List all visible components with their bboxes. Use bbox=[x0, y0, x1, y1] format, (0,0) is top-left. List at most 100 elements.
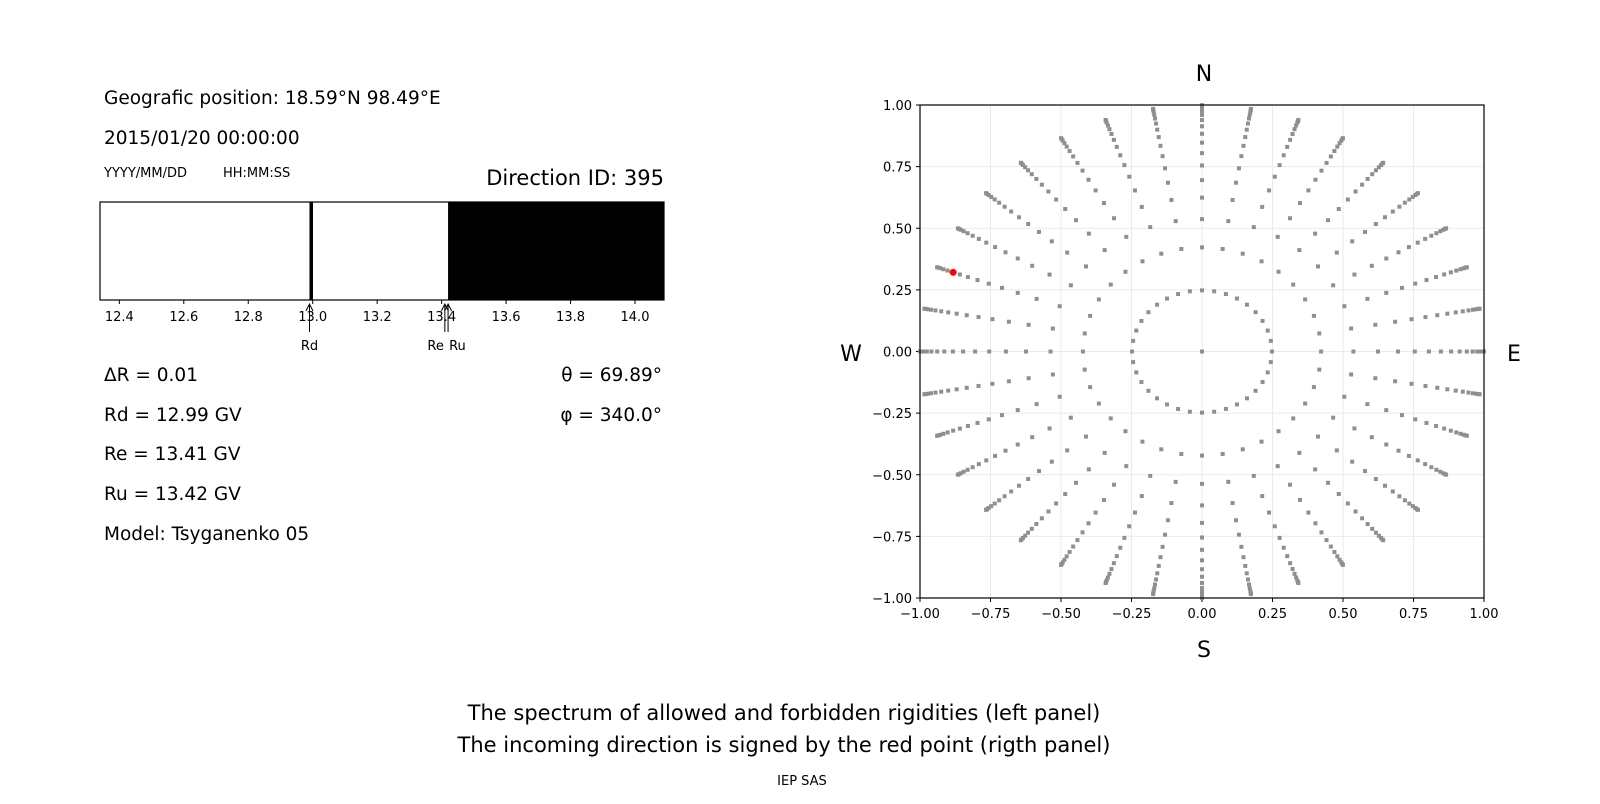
direction-point bbox=[1402, 498, 1407, 503]
direction-point bbox=[1234, 296, 1239, 301]
direction-point bbox=[1434, 275, 1439, 280]
direction-point bbox=[1169, 501, 1174, 506]
y-tick-label: −0.50 bbox=[872, 469, 912, 484]
direction-point bbox=[935, 349, 940, 354]
direction-point bbox=[1062, 141, 1067, 146]
direction-point bbox=[1122, 535, 1127, 540]
direction-point bbox=[1381, 538, 1386, 543]
direction-point bbox=[955, 226, 960, 231]
direction-point bbox=[1080, 349, 1085, 354]
direction-point bbox=[1200, 503, 1204, 508]
direction-point bbox=[1363, 469, 1368, 474]
direction-point bbox=[1148, 225, 1153, 230]
direction-point bbox=[1253, 310, 1258, 315]
direction-point bbox=[1200, 151, 1204, 156]
direction-point bbox=[1288, 216, 1293, 221]
direction-point bbox=[1200, 140, 1204, 145]
direction-point bbox=[1435, 313, 1440, 318]
direction-point bbox=[933, 308, 938, 313]
direction-point bbox=[1453, 310, 1458, 315]
direction-point bbox=[1000, 285, 1005, 290]
direction-point bbox=[1179, 452, 1184, 457]
arrow-head-icon bbox=[305, 302, 314, 312]
direction-point bbox=[938, 432, 943, 437]
direction-point bbox=[1478, 349, 1483, 354]
direction-point bbox=[1429, 465, 1434, 470]
direction-point bbox=[1111, 482, 1116, 487]
direction-point bbox=[1109, 131, 1114, 136]
direction-point bbox=[1015, 290, 1020, 295]
direction-point bbox=[1294, 123, 1299, 128]
x-tick-label: −0.50 bbox=[1041, 607, 1081, 622]
direction-point bbox=[1247, 586, 1252, 591]
direction-point bbox=[957, 272, 962, 277]
direction-point bbox=[1139, 318, 1144, 323]
direction-point bbox=[1034, 522, 1039, 527]
direction-point bbox=[1390, 209, 1395, 214]
direction-point bbox=[1413, 281, 1418, 286]
direction-point bbox=[1415, 458, 1420, 463]
direction-point bbox=[1200, 567, 1204, 572]
direction-point bbox=[1247, 112, 1252, 117]
direction-point bbox=[1454, 268, 1459, 273]
direction-point bbox=[1006, 319, 1011, 324]
direction-point bbox=[1083, 434, 1088, 439]
direction-point bbox=[1240, 447, 1245, 452]
direction-point bbox=[1029, 526, 1034, 531]
footer-line-1: The spectrum of allowed and forbidden ri… bbox=[467, 701, 1101, 725]
x-tick-label: 12.6 bbox=[169, 310, 198, 325]
direction-point bbox=[1159, 251, 1164, 256]
x-tick-label: 13.4 bbox=[427, 310, 456, 325]
direction-point bbox=[1298, 497, 1303, 502]
direction-point bbox=[1351, 349, 1356, 354]
direction-point bbox=[925, 391, 930, 396]
direction-point bbox=[938, 266, 943, 271]
direction-point bbox=[990, 317, 995, 322]
direction-point bbox=[1200, 590, 1204, 595]
direction-point bbox=[935, 265, 940, 270]
direction-point bbox=[1200, 586, 1204, 591]
direction-point bbox=[1003, 250, 1008, 255]
direction-point bbox=[1200, 520, 1204, 525]
direction-point bbox=[945, 430, 950, 435]
direction-point bbox=[1140, 259, 1145, 264]
direction-point bbox=[1423, 462, 1428, 467]
direction-point bbox=[1268, 360, 1273, 365]
forbidden-band bbox=[448, 202, 664, 300]
direction-point bbox=[1442, 272, 1447, 277]
direction-point bbox=[976, 383, 981, 388]
direction-point bbox=[965, 231, 970, 236]
model: Model: Tsyganenko 05 bbox=[104, 524, 309, 545]
direction-point bbox=[1383, 483, 1388, 488]
direction-point bbox=[1259, 439, 1264, 444]
forbidden-band bbox=[309, 202, 313, 300]
direction-point bbox=[1444, 472, 1449, 477]
direction-point bbox=[1246, 116, 1251, 121]
direction-point bbox=[1046, 189, 1051, 194]
direction-point bbox=[1173, 219, 1178, 224]
direction-point bbox=[1065, 250, 1070, 255]
direction-point bbox=[1297, 248, 1302, 253]
direction-point bbox=[1132, 188, 1137, 193]
direction-point bbox=[1376, 349, 1381, 354]
direction-point bbox=[1407, 197, 1412, 202]
direction-point bbox=[1466, 308, 1471, 313]
x-tick-label: 1.00 bbox=[1470, 607, 1499, 622]
direction-point bbox=[1457, 349, 1462, 354]
direction-point bbox=[1352, 272, 1357, 277]
direction-point bbox=[1048, 349, 1053, 354]
datetime: 2015/01/20 00:00:00 bbox=[104, 128, 300, 149]
direction-point bbox=[1114, 554, 1119, 559]
direction-point bbox=[1337, 141, 1342, 146]
direction-point bbox=[1290, 567, 1295, 572]
direction-point bbox=[1332, 149, 1337, 154]
direction-point bbox=[1265, 370, 1270, 375]
direction-point bbox=[1200, 481, 1204, 486]
direction-point bbox=[1146, 310, 1151, 315]
direction-point bbox=[1108, 282, 1113, 287]
direction-point bbox=[1086, 177, 1091, 182]
direction-point bbox=[1363, 229, 1368, 234]
direction-point bbox=[1026, 168, 1031, 173]
direction-point bbox=[986, 417, 991, 422]
